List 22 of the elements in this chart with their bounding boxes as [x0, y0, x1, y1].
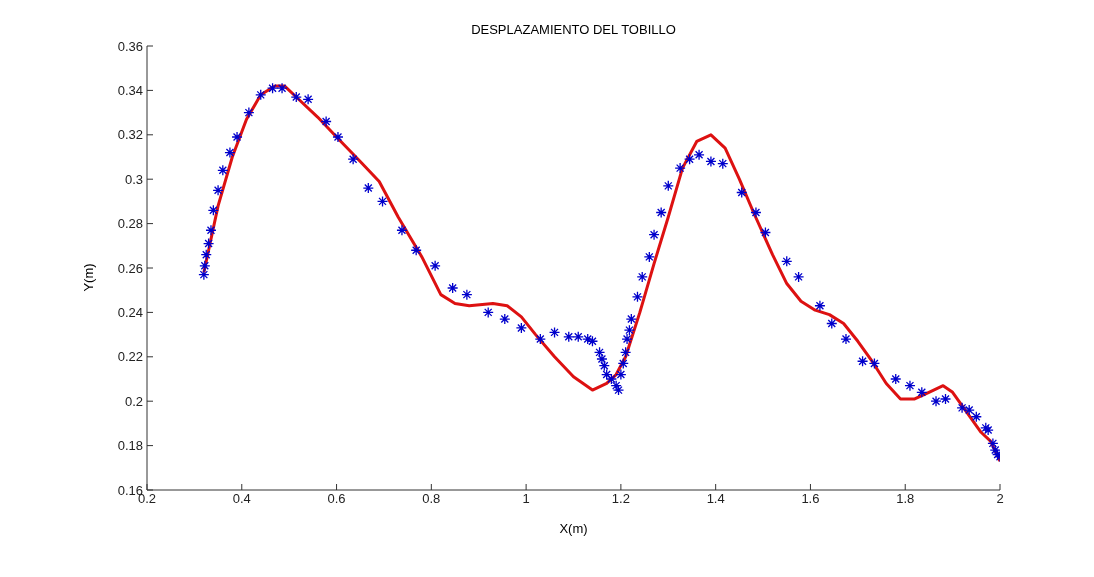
x-tick-label: 1.2 — [611, 491, 630, 507]
x-tick-label: 1.6 — [801, 491, 820, 507]
y-tick-label: 0.22 — [117, 349, 143, 365]
x-tick-label: 1 — [522, 491, 530, 507]
x-tick-label: 2 — [996, 491, 1004, 507]
x-tick-label: 0.6 — [327, 491, 346, 507]
y-tick-label: 0.3 — [124, 171, 143, 187]
y-tick-label: 0.32 — [117, 127, 143, 143]
y-tick-label: 0.24 — [117, 305, 143, 321]
y-tick-label: 0.26 — [117, 260, 143, 276]
x-tick-label: 0.8 — [422, 491, 441, 507]
y-tick-label: 0.34 — [117, 83, 143, 99]
y-tick-label: 0.18 — [117, 438, 143, 454]
chart-title: DESPLAZAMIENTO DEL TOBILLO — [470, 22, 677, 37]
y-tick-label: 0.28 — [117, 216, 143, 232]
y-tick-label: 0.2 — [124, 393, 143, 409]
x-axis-title: X(m) — [558, 521, 589, 536]
x-tick-label: 0.4 — [232, 491, 251, 507]
y-tick-label: 0.36 — [117, 38, 143, 54]
x-tick-label: 1.8 — [896, 491, 915, 507]
x-tick-label: 1.4 — [706, 491, 725, 507]
y-axis-title: Y(m) — [80, 262, 96, 294]
